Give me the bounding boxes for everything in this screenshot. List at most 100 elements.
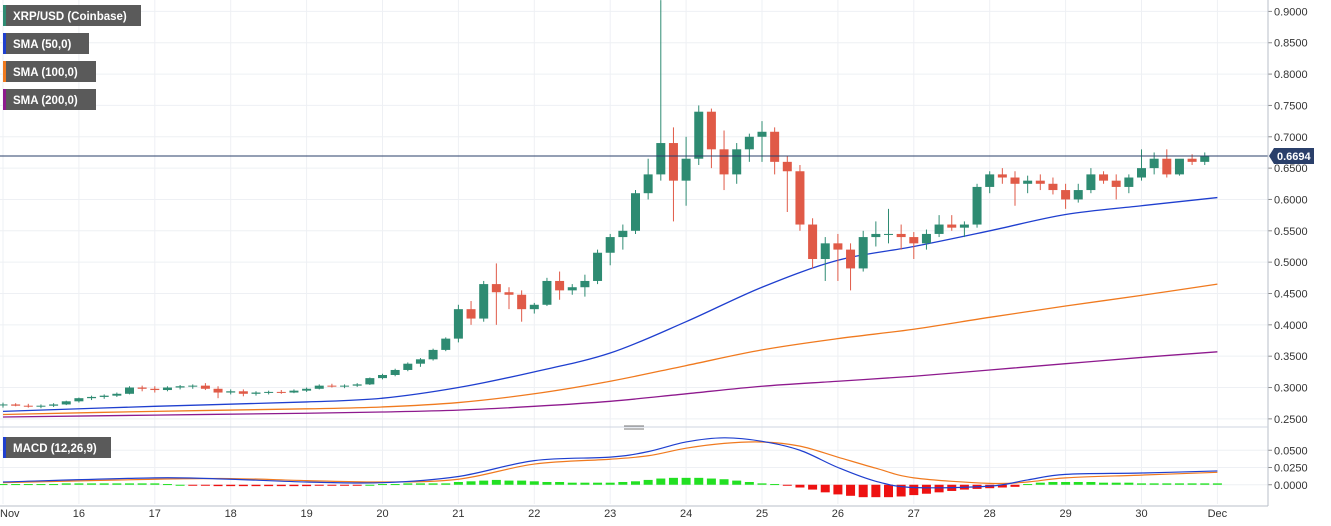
candle <box>188 384 198 389</box>
candle-body <box>884 233 893 235</box>
macd-histogram-bar <box>49 484 59 486</box>
candle <box>200 383 210 391</box>
macd-histogram-bar <box>200 484 210 486</box>
macd-histogram-bar <box>656 478 666 485</box>
candle-body <box>188 385 198 387</box>
candle <box>1073 183 1083 203</box>
candle <box>1162 149 1172 178</box>
macd-histogram-bar <box>365 484 375 486</box>
x-tick-label: 25 <box>756 508 768 520</box>
candle <box>846 243 856 291</box>
candle <box>959 221 969 238</box>
macd-layer <box>0 437 1222 498</box>
candle-body <box>1099 174 1109 181</box>
candle <box>555 271 565 300</box>
macd-histogram-bar <box>453 481 463 485</box>
legend-item[interactable]: XRP/USD (Coinbase) <box>3 5 141 26</box>
candle-body <box>150 388 160 391</box>
macd-histogram-bar <box>833 484 843 495</box>
candle <box>517 290 527 322</box>
candle-body <box>36 405 46 407</box>
macd-legend[interactable]: MACD (12,26,9) <box>3 437 111 458</box>
candle <box>87 395 97 401</box>
candle-body <box>276 391 286 393</box>
candle-body <box>61 401 71 405</box>
price-tick-label: 0.6000 <box>1274 194 1308 206</box>
candle <box>921 229 931 250</box>
macd-histogram-bar <box>11 484 21 486</box>
macd-histogram-bar <box>403 483 413 485</box>
price-tick-label: 0.4500 <box>1274 288 1308 300</box>
legend-item-swatch <box>3 89 6 110</box>
candle <box>289 389 299 394</box>
candle-body <box>1035 180 1045 184</box>
candle <box>504 287 514 310</box>
price-tick-label: 0.8500 <box>1274 38 1308 50</box>
macd-histogram-bar <box>289 484 299 487</box>
candle <box>276 390 286 394</box>
candle-body <box>264 391 274 393</box>
candle <box>137 385 147 392</box>
candle-body <box>732 149 742 175</box>
legend-item[interactable]: SMA (50,0) <box>3 33 89 54</box>
candle <box>491 263 501 325</box>
legend-item[interactable]: SMA (200,0) <box>3 89 96 110</box>
macd-histogram-bar <box>61 483 71 485</box>
macd-histogram-bar <box>112 483 122 485</box>
candle <box>593 249 603 285</box>
macd-histogram-bar <box>605 482 615 485</box>
candle-body <box>213 388 223 393</box>
candle <box>681 136 691 206</box>
candle-body <box>555 280 565 291</box>
macd-histogram-bar <box>0 484 8 486</box>
macd-histogram-bar <box>517 480 527 485</box>
macd-histogram-bar <box>466 481 476 485</box>
candle <box>61 400 71 406</box>
macd-histogram-bar <box>1073 481 1083 485</box>
price-tick-label: 0.9000 <box>1274 6 1308 18</box>
macd-histogram-bar <box>1187 483 1197 485</box>
macd-histogram-bar <box>36 484 46 486</box>
candle <box>808 218 818 269</box>
price-tick-label: 0.7000 <box>1274 132 1308 144</box>
legend-item-swatch <box>3 61 6 82</box>
candle-body <box>365 378 375 385</box>
price-tick-label: 0.2500 <box>1274 414 1308 426</box>
candle <box>947 215 957 231</box>
candle-body <box>378 374 387 379</box>
macd-histogram-bar <box>1035 482 1045 485</box>
candle-body <box>1111 180 1121 187</box>
candle-body <box>681 158 691 181</box>
candle-body <box>1061 190 1071 200</box>
macd-histogram-bar <box>99 483 109 485</box>
x-tick-label: 18 <box>225 508 237 520</box>
macd-histogram-bar <box>162 484 172 486</box>
macd-histogram-bar <box>87 483 97 485</box>
macd-histogram-bar <box>314 484 324 486</box>
candle <box>820 237 830 281</box>
legend-item-box <box>3 5 141 26</box>
candle <box>795 164 805 231</box>
legend-item[interactable]: SMA (100,0) <box>3 61 96 82</box>
candle <box>1061 183 1071 209</box>
macd-histogram-bar <box>871 484 881 498</box>
legend-layer: XRP/USD (Coinbase) SMA (50,0) SMA (100,0) S… <box>3 5 141 458</box>
macd-histogram-bar <box>479 480 489 485</box>
x-tick-label: Dec <box>1208 508 1228 520</box>
legend-item-swatch <box>3 33 6 54</box>
macd-histogram-bar <box>1010 484 1020 487</box>
candle-body <box>833 243 843 250</box>
current-price-layer: 0.6694 <box>0 147 1314 164</box>
candle-body <box>668 143 678 181</box>
macd-histogram-bar <box>1200 483 1210 485</box>
candle-body <box>909 237 919 244</box>
candle-body <box>631 193 640 231</box>
macd-histogram-bar <box>23 484 33 486</box>
candle-body <box>200 385 210 389</box>
macd-histogram-bar <box>1174 483 1184 485</box>
pane-divider[interactable] <box>0 425 1268 430</box>
candle <box>365 377 375 386</box>
candle-body <box>896 233 906 238</box>
x-tick-label: 28 <box>984 508 996 520</box>
